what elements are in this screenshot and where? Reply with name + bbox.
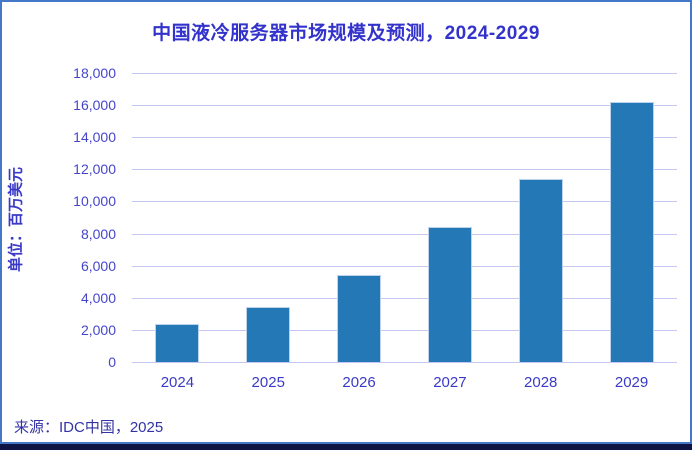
y-tick-label: 16,000: [73, 97, 116, 114]
bar-slot-2024: [132, 73, 223, 362]
bar-slot-2029: [586, 73, 677, 362]
footer-strip: [0, 444, 692, 450]
y-tick-label: 0: [108, 354, 116, 370]
y-tick-label: 2,000: [80, 321, 116, 338]
gridline: [132, 265, 677, 267]
x-tick-label-2028: 2028: [524, 374, 558, 391]
bar-2027: [427, 227, 472, 362]
y-tick-label: 18,000: [73, 65, 116, 81]
gridline: [132, 233, 677, 235]
gridline: [132, 201, 677, 203]
plot-area: [132, 73, 677, 363]
gridline: [132, 329, 677, 331]
x-tick-label-2027: 2027: [433, 374, 467, 391]
x-axis-tick-labels: 2024 2025 2026 2027 2028 2029: [132, 374, 677, 391]
gridline: [132, 362, 677, 363]
y-axis-tick-labels: 0 2,000 4,000 6,000 8,000 10,000 12,000 14,000 1…: [2, 66, 122, 369]
gridline: [132, 169, 677, 171]
bar-2025: [246, 307, 291, 362]
bar-slot-2027: [404, 73, 495, 362]
bar-slot-2025: [223, 73, 314, 362]
bar-slot-2026: [314, 73, 405, 362]
x-tick-label-2026: 2026: [342, 374, 376, 391]
y-tick-label: 14,000: [73, 129, 116, 146]
source-note: 来源：IDC中国，2025: [14, 419, 164, 436]
x-tick-label-2025: 2025: [251, 374, 285, 391]
y-tick-label: 8,000: [80, 225, 116, 242]
bar-2028: [518, 178, 563, 362]
bar-slot-2028: [495, 73, 586, 362]
bar-2029: [609, 101, 654, 362]
bar-2024: [155, 323, 200, 362]
gridline: [132, 297, 677, 299]
x-tick-label-2024: 2024: [160, 374, 195, 391]
y-tick-label: 12,000: [73, 161, 116, 178]
gridline: [132, 137, 677, 139]
y-tick-label: 4,000: [80, 289, 116, 306]
gridline: [132, 73, 677, 74]
x-tick-label-2029: 2029: [614, 374, 649, 391]
chart-title: 中国液冷服务器市场规模及预测，2024-2029: [152, 23, 540, 44]
bar-2026: [337, 275, 382, 362]
gridline: [132, 105, 677, 107]
y-tick-label: 10,000: [73, 193, 116, 210]
bar-series: [132, 73, 677, 362]
y-tick-label: 6,000: [80, 257, 116, 274]
